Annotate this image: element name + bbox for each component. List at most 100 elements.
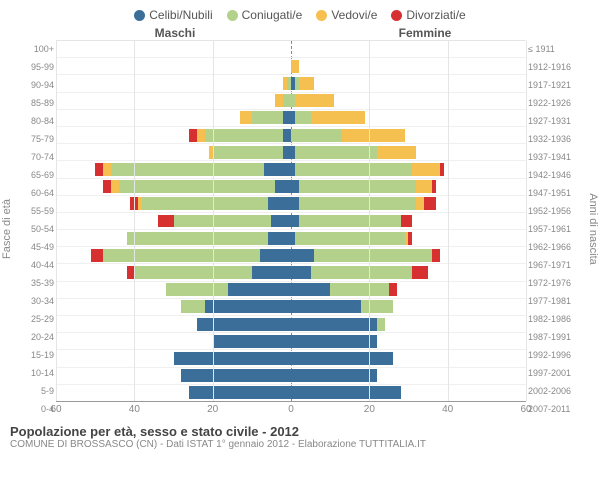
- ylabel-left: Fasce di età: [0, 40, 14, 418]
- legend-item: Divorziati/e: [391, 8, 465, 22]
- bar-segment: [295, 232, 405, 245]
- bar-rows: [56, 41, 526, 401]
- bar-segment: [205, 300, 291, 313]
- bar-segment: [299, 180, 416, 193]
- age-label: 10-14: [16, 369, 54, 378]
- bar-segment: [127, 266, 135, 279]
- bar-segment: [291, 300, 361, 313]
- pyramid-row: [56, 110, 526, 127]
- year-label: 1922-1926: [528, 99, 584, 108]
- x-tick: 60: [50, 404, 61, 415]
- year-label: 1942-1946: [528, 171, 584, 180]
- bar-segment: [412, 163, 439, 176]
- bar-segment: [311, 111, 366, 124]
- pyramid-row: [56, 264, 526, 281]
- chart-title: Popolazione per età, sesso e stato civil…: [10, 424, 590, 439]
- stacked-bar: [291, 197, 436, 210]
- bar-segment: [440, 163, 444, 176]
- age-label: 20-24: [16, 333, 54, 342]
- age-label: 50-54: [16, 225, 54, 234]
- stacked-bar: [103, 180, 291, 193]
- bar-segment: [291, 386, 401, 399]
- year-label: 1937-1941: [528, 153, 584, 162]
- stacked-bar: [291, 283, 397, 296]
- year-label: 1982-1986: [528, 315, 584, 324]
- stacked-bar: [174, 352, 292, 365]
- legend-item: Vedovi/e: [316, 8, 377, 22]
- male-half: [56, 282, 291, 298]
- gridline: [213, 41, 214, 401]
- female-half: [291, 230, 526, 246]
- year-axis: ≤ 19111912-19161917-19211922-19261927-19…: [526, 40, 586, 418]
- male-half: [56, 75, 291, 91]
- female-half: [291, 350, 526, 366]
- bar-segment: [295, 146, 377, 159]
- pyramid-row: [56, 144, 526, 161]
- age-label: 100+: [16, 45, 54, 54]
- stacked-bar: [209, 146, 291, 159]
- bar-segment: [268, 232, 292, 245]
- age-label: 90-94: [16, 81, 54, 90]
- bar-segment: [197, 129, 205, 142]
- stacked-bar: [189, 386, 291, 399]
- age-label: 30-34: [16, 297, 54, 306]
- age-label: 45-49: [16, 243, 54, 252]
- footer: Popolazione per età, sesso e stato civil…: [0, 418, 600, 450]
- male-half: [56, 264, 291, 280]
- bar-segment: [299, 197, 416, 210]
- pyramid-row: [56, 41, 526, 58]
- female-half: [291, 75, 526, 91]
- female-half: [291, 213, 526, 229]
- age-label: 55-59: [16, 207, 54, 216]
- stacked-bar: [291, 77, 315, 90]
- bar-segment: [142, 197, 267, 210]
- age-label: 40-44: [16, 261, 54, 270]
- bar-segment: [252, 266, 291, 279]
- bar-segment: [291, 60, 299, 73]
- female-half: [291, 179, 526, 195]
- bar-segment: [181, 300, 204, 313]
- bar-segment: [95, 163, 103, 176]
- gridline: [448, 41, 449, 401]
- female-half: [291, 264, 526, 280]
- bar-segment: [103, 180, 111, 193]
- male-half: [56, 316, 291, 332]
- pyramid-row: [56, 282, 526, 299]
- pyramid-row: [56, 161, 526, 178]
- year-label: 1977-1981: [528, 297, 584, 306]
- year-label: 1967-1971: [528, 261, 584, 270]
- pyramid-row: [56, 299, 526, 316]
- bar-segment: [283, 129, 291, 142]
- bar-segment: [228, 283, 291, 296]
- bar-segment: [213, 335, 291, 348]
- age-label: 95-99: [16, 63, 54, 72]
- bar-segment: [119, 180, 276, 193]
- female-half: [291, 299, 526, 315]
- legend-swatch: [391, 10, 402, 21]
- female-half: [291, 58, 526, 74]
- bar-segment: [283, 94, 291, 107]
- chart: Fasce di età 100+95-9990-9485-8980-8475-…: [0, 40, 600, 418]
- bar-segment: [158, 215, 174, 228]
- gender-header: Maschi Femmine: [0, 26, 600, 40]
- bar-segment: [275, 94, 283, 107]
- year-label: 1952-1956: [528, 207, 584, 216]
- pyramid-row: [56, 333, 526, 350]
- female-half: [291, 144, 526, 160]
- male-half: [56, 230, 291, 246]
- bar-segment: [412, 266, 428, 279]
- year-label: 1992-1996: [528, 351, 584, 360]
- age-label: 70-74: [16, 153, 54, 162]
- year-label: 1947-1951: [528, 189, 584, 198]
- bar-segment: [291, 352, 393, 365]
- stacked-bar: [127, 232, 292, 245]
- stacked-bar: [291, 266, 428, 279]
- stacked-bar: [291, 232, 412, 245]
- plot: 6040200204060: [56, 40, 526, 418]
- x-tick: 20: [364, 404, 375, 415]
- legend-label: Vedovi/e: [331, 8, 377, 22]
- year-label: 1987-1991: [528, 333, 584, 342]
- stacked-bar: [275, 94, 291, 107]
- pyramid-row: [56, 368, 526, 385]
- bar-segment: [330, 283, 389, 296]
